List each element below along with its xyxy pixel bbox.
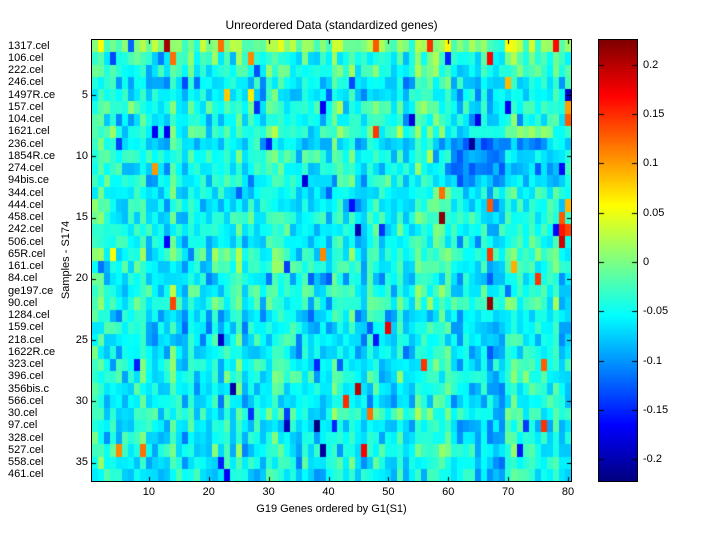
row-label: 161.cel (8, 260, 44, 273)
heatmap-canvas (92, 40, 571, 481)
plot-title: Unreordered Data (standardized genes) (225, 18, 438, 32)
row-label: 506.cel (8, 235, 44, 248)
x-axis-tick-label: 20 (202, 486, 215, 498)
colorbar (598, 39, 638, 482)
x-axis-tick-label: 70 (502, 486, 515, 498)
row-label: 157.cel (8, 100, 44, 113)
colorbar-tick-label: 0.05 (643, 207, 665, 219)
y-axis-tick-label: 15 (75, 211, 88, 224)
row-label: 527.cel (8, 443, 44, 456)
colorbar-tick-label: 0.15 (643, 108, 665, 120)
row-label: 30.cel (8, 407, 38, 420)
x-axis-tick-label: 50 (382, 486, 395, 498)
colorbar-tick-label: 0 (643, 256, 650, 268)
row-label: 274.cel (8, 162, 44, 175)
x-axis-tick-label: 40 (322, 486, 335, 498)
row-label: 444.cel (8, 198, 44, 211)
x-axis-tick-label: 80 (561, 486, 575, 498)
colorbar-tick-label: -0.2 (643, 453, 662, 465)
row-label: 90.cel (8, 296, 38, 309)
row-label: 222.cel (8, 64, 44, 77)
row-label: 1621.cel (8, 125, 50, 138)
colorbar-tick-label: 0.2 (643, 59, 659, 71)
y-axis-tick-label: 5 (81, 88, 88, 101)
y-axis-tick-label: 35 (75, 456, 88, 469)
row-label: 1284.cel (8, 309, 50, 322)
x-axis-tick-label: 30 (262, 486, 275, 498)
y-axis-tick-label: 20 (75, 272, 88, 285)
row-label: 65R.cel (8, 247, 46, 260)
row-label: 458.cel (8, 211, 44, 224)
row-label: 94bis.ce (8, 174, 49, 187)
y-axis-tick-label: 25 (75, 333, 88, 346)
row-label: ge197.ce (8, 284, 54, 297)
x-axis-tick-label: 60 (442, 486, 455, 498)
x-axis-label: G19 Genes ordered by G1(S1) (256, 503, 407, 515)
row-label: 242.cel (8, 223, 44, 236)
row-label: 323.cel (8, 358, 44, 371)
colorbar-tick-label: 0.1 (643, 157, 659, 169)
row-label: 97.cel (8, 419, 38, 432)
row-label: 344.cel (8, 186, 44, 199)
colorbar-tick-label: -0.1 (643, 355, 662, 367)
row-label: 218.cel (8, 333, 44, 346)
x-axis-tick-label: 10 (142, 486, 155, 498)
colorbar-canvas (599, 40, 637, 481)
y-axis-label: Samples - S174 (60, 220, 72, 300)
row-label: 356bis.c (8, 382, 49, 395)
row-label: 104.cel (8, 113, 44, 126)
row-label: 566.cel (8, 394, 44, 407)
row-label: 236.cel (8, 137, 44, 150)
y-axis-tick-label: 30 (75, 394, 88, 407)
row-label: 461.cel (8, 468, 44, 481)
colorbar-tick-label: -0.05 (643, 305, 669, 317)
row-label: 328.cel (8, 431, 44, 444)
row-label: 84.cel (8, 272, 38, 285)
heatmap-axes (91, 39, 572, 482)
row-label: 159.cel (8, 321, 44, 334)
row-label: 558.cel (8, 456, 44, 469)
colorbar-tick-label: -0.15 (643, 404, 669, 416)
row-label: 1622R.ce (8, 345, 56, 358)
row-label: 1854R.ce (8, 149, 56, 162)
row-label: 1317.cel (8, 39, 50, 52)
row-label: 246.cel (8, 76, 44, 89)
y-axis-tick-label: 10 (75, 149, 88, 162)
row-label: 396.cel (8, 370, 44, 383)
row-label: 106.cel (8, 51, 44, 64)
row-label: 1497R.ce (8, 88, 56, 101)
